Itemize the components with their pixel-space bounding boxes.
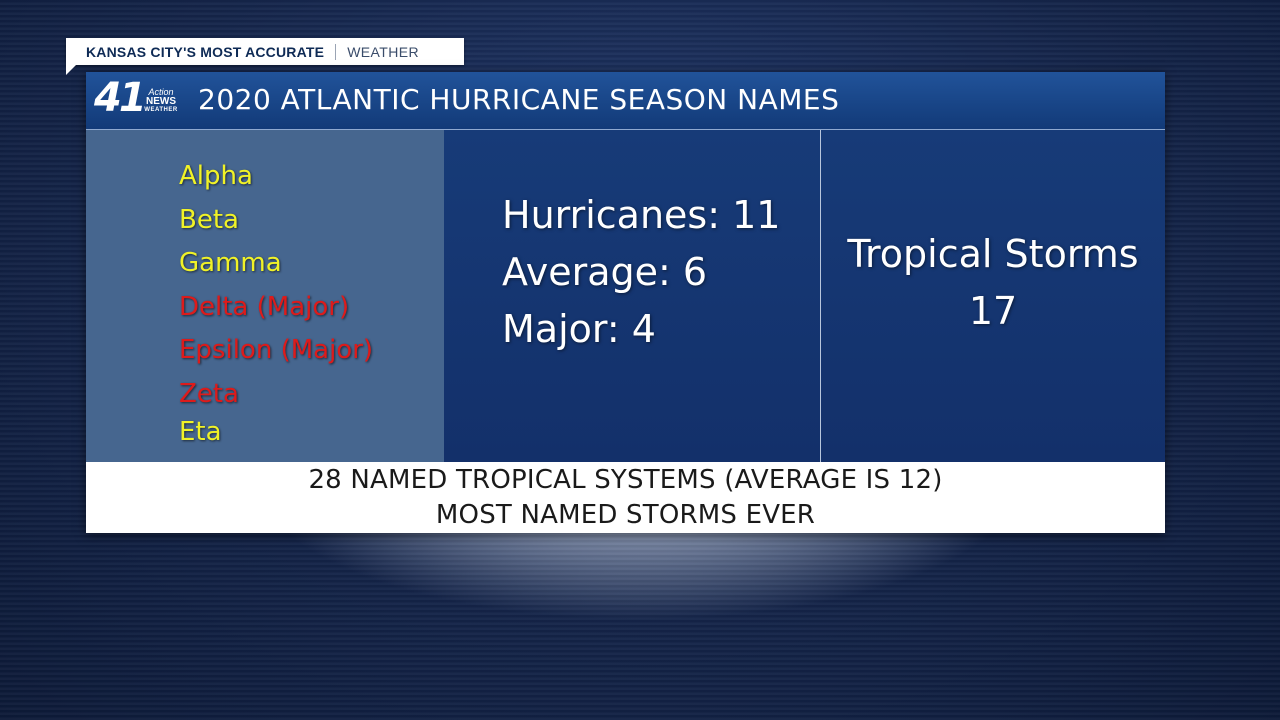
summary-footer: 28 NAMED TROPICAL SYSTEMS (AVERAGE IS 12… xyxy=(86,462,1165,533)
hurricanes-count: Hurricanes: 11 xyxy=(502,193,781,237)
page-title: 2020 ATLANTIC HURRICANE SEASON NAMES xyxy=(198,83,840,116)
brand-section: WEATHER xyxy=(347,43,419,60)
storm-names-list: Alpha Beta Gamma Delta (Major) Epsilon (… xyxy=(179,158,373,457)
column-divider xyxy=(820,130,821,462)
brand-tagline: KANSAS CITY'S MOST ACCURATE xyxy=(86,43,325,60)
storm-name-item: Beta xyxy=(179,204,239,235)
storm-name-item: Zeta xyxy=(179,378,239,409)
logo-line-weather: WEATHER xyxy=(144,106,178,113)
footer-line-1: 28 NAMED TROPICAL SYSTEMS (AVERAGE IS 12… xyxy=(308,465,943,495)
storm-name-item: Eta xyxy=(179,416,222,447)
panel-header: 41 Action NEWS WEATHER 2020 ATLANTIC HUR… xyxy=(86,72,1165,130)
brand-tag: KANSAS CITY'S MOST ACCURATE WEATHER xyxy=(66,38,464,75)
storm-name-item: Alpha xyxy=(179,161,253,191)
logo-line-news: NEWS xyxy=(146,95,176,107)
tropical-storms-block: Tropical Storms 17 xyxy=(821,226,1165,340)
hurricane-stats: Hurricanes: 11 Average: 6 Major: 4 xyxy=(502,192,780,363)
logo-wordmark: Action NEWS WEATHER xyxy=(142,85,180,115)
tropical-storms-column: Tropical Storms 17 xyxy=(821,130,1165,462)
footer-line-2: MOST NAMED STORMS EVER xyxy=(435,500,816,530)
hurricane-stats-column: Hurricanes: 11 Average: 6 Major: 4 xyxy=(444,130,820,462)
brand-divider xyxy=(335,43,337,60)
logo-number: 41 xyxy=(94,75,147,121)
average-count: Average: 6 xyxy=(502,250,708,294)
station-logo: 41 Action NEWS WEATHER xyxy=(94,75,184,123)
storm-name-item: Epsilon (Major) xyxy=(179,335,374,365)
storm-name-item: Gamma xyxy=(179,248,282,278)
tropical-storms-count: 17 xyxy=(968,289,1018,333)
info-panel: 41 Action NEWS WEATHER 2020 ATLANTIC HUR… xyxy=(86,72,1165,533)
major-count: Major: 4 xyxy=(502,307,656,351)
logo-line-action: Action xyxy=(148,86,174,97)
storm-names-column: Alpha Beta Gamma Delta (Major) Epsilon (… xyxy=(86,130,444,462)
storm-name-item: Delta (Major) xyxy=(179,291,350,322)
tropical-storms-label: Tropical Storms xyxy=(847,232,1139,276)
